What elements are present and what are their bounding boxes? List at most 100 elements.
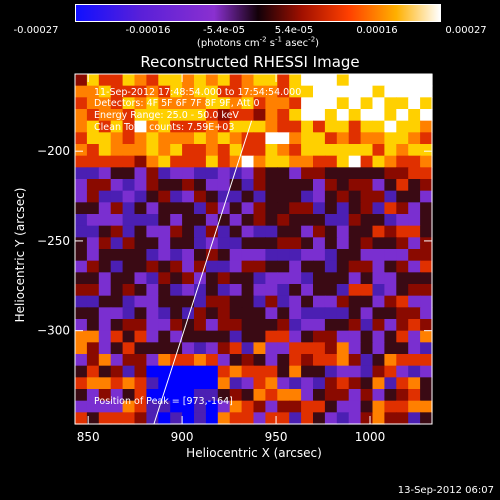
heatmap-cell	[265, 330, 278, 343]
heatmap-cell	[217, 237, 231, 250]
heatmap-cell	[86, 74, 100, 87]
heatmap-cell	[396, 377, 409, 390]
heatmap-cell	[241, 225, 255, 238]
heatmap-cell	[360, 179, 374, 192]
heatmap-cell	[217, 412, 231, 425]
heatmap-cell	[372, 272, 385, 285]
heatmap-cell	[134, 260, 147, 273]
heatmap-cell	[75, 97, 88, 110]
heatmap-cell	[301, 295, 314, 308]
heatmap-cell	[98, 74, 112, 87]
heatmap-cell	[324, 237, 338, 250]
heatmap-cell	[420, 354, 433, 367]
heatmap-cell	[229, 97, 243, 110]
heatmap-cell	[241, 74, 255, 87]
heatmap-cell	[313, 249, 326, 262]
heatmap-cell	[253, 97, 266, 110]
heatmap-cell	[324, 342, 338, 355]
heatmap-cell	[158, 179, 171, 192]
heatmap-cell	[158, 167, 171, 180]
heatmap-cell	[336, 249, 350, 262]
heatmap-cell	[265, 272, 278, 285]
heatmap-cell	[75, 307, 88, 320]
heatmap-cell	[98, 214, 112, 227]
heatmap-cell	[253, 377, 266, 390]
heatmap-cell	[420, 214, 433, 227]
heatmap-cell	[194, 389, 207, 402]
heatmap-cell	[146, 307, 159, 320]
heatmap-cell	[360, 109, 374, 122]
heatmap-cell	[229, 190, 243, 203]
heatmap-cell	[277, 132, 290, 145]
heatmap-cell	[134, 412, 147, 425]
heatmap-cell	[289, 225, 302, 238]
heatmap-cell	[194, 74, 207, 87]
heatmap-cell	[146, 319, 159, 332]
heatmap-cell	[146, 272, 159, 285]
heatmap-cell	[194, 97, 207, 110]
heatmap-cell	[277, 284, 290, 297]
heatmap-cell	[241, 295, 255, 308]
heatmap-cell	[229, 167, 243, 180]
heatmap-cell	[336, 342, 350, 355]
heatmap-cell	[170, 120, 183, 133]
heatmap-cell	[372, 179, 385, 192]
heatmap-cell	[122, 389, 136, 402]
heatmap-cell	[182, 342, 195, 355]
heatmap-cell	[360, 190, 374, 203]
heatmap-cell	[336, 132, 350, 145]
heatmap-cell	[289, 109, 302, 122]
heatmap-cell	[384, 365, 397, 378]
heatmap-cell	[372, 97, 385, 110]
heatmap-cell	[253, 284, 266, 297]
heatmap-cell	[75, 109, 88, 122]
heatmap-cell	[122, 109, 136, 122]
heatmap-cell	[205, 214, 219, 227]
heatmap-cell	[253, 109, 266, 122]
heatmap-cell	[229, 74, 243, 87]
heatmap-cell	[360, 342, 374, 355]
heatmap-cell	[372, 249, 385, 262]
heatmap-cell	[182, 284, 195, 297]
colorbar-tick-label: -0.00016	[125, 25, 171, 36]
heatmap-cell	[217, 167, 231, 180]
heatmap-cell	[241, 109, 255, 122]
heatmap-cell	[348, 97, 362, 110]
heatmap-cell	[336, 284, 350, 297]
heatmap-cell	[170, 284, 183, 297]
heatmap-cell	[158, 202, 171, 215]
heatmap-cell	[372, 330, 385, 343]
heatmap-cell	[348, 237, 362, 250]
heatmap-cell	[336, 307, 350, 320]
heatmap-cell	[170, 365, 183, 378]
heatmap-cell	[396, 284, 409, 297]
heatmap-cell	[158, 225, 171, 238]
heatmap-cell	[217, 389, 231, 402]
heatmap-cell	[301, 260, 314, 273]
heatmap-cell	[265, 179, 278, 192]
heatmap-cell	[205, 412, 219, 425]
heatmap-cell	[324, 319, 338, 332]
heatmap-cell	[277, 319, 290, 332]
heatmap-cell	[182, 179, 195, 192]
heatmap-cell	[408, 144, 421, 157]
heatmap-cell	[396, 249, 409, 262]
heatmap-cell	[289, 85, 302, 98]
heatmap-cell	[217, 179, 231, 192]
heatmap-cell	[134, 377, 147, 390]
heatmap-cell	[372, 400, 385, 413]
heatmap-cell	[360, 389, 374, 402]
heatmap-cell	[217, 400, 231, 413]
heatmap-cell	[420, 132, 433, 145]
heatmap-cell	[241, 237, 255, 250]
heatmap-cell	[182, 85, 195, 98]
heatmap-cell	[110, 225, 124, 238]
heatmap-cell	[229, 202, 243, 215]
heatmap-cell	[182, 260, 195, 273]
annotation-detectors: Detectors: 4F 5F 6F 7F 8F 9F, Att 0	[94, 98, 260, 109]
heatmap-cell	[98, 237, 112, 250]
heatmap-cell	[384, 190, 397, 203]
heatmap-cell	[158, 377, 171, 390]
heatmap-cell	[134, 400, 147, 413]
